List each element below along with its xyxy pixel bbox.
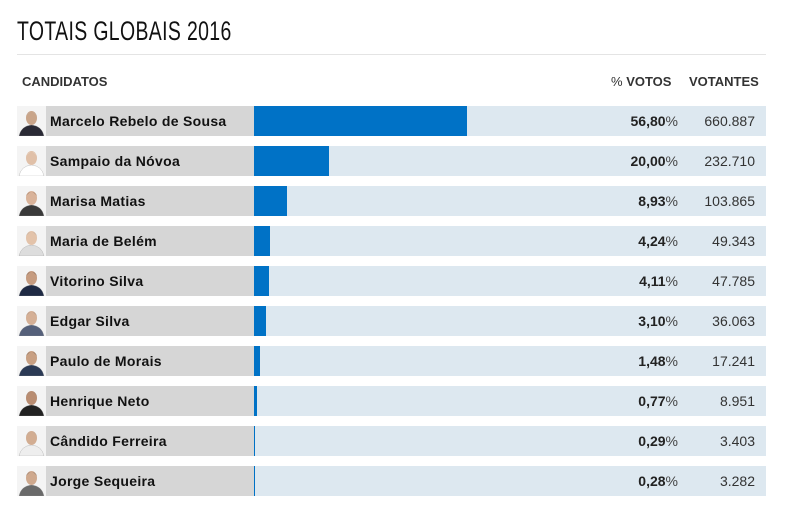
table-row: Maria de Belém 4,24% 49.343 <box>17 226 766 256</box>
voter-count: 8.951 <box>719 393 755 409</box>
vote-percent-unit: % <box>665 353 678 369</box>
vote-percent-value: 1,48 <box>638 353 666 369</box>
candidate-name: Jorge Sequeira <box>46 466 254 496</box>
divider <box>17 54 766 55</box>
table-row: Marcelo Rebelo de Sousa 56,80% 660.887 <box>17 106 766 136</box>
vote-bar <box>254 466 256 496</box>
header-votes-label: VOTOS <box>626 74 672 89</box>
vote-percent: 3,10% <box>638 306 678 336</box>
candidate-photo <box>17 386 46 416</box>
voter-count: 17.241 <box>712 353 755 369</box>
vote-percent: 1,48% <box>638 346 678 376</box>
table-row: Sampaio da Nóvoa 20,00% 232.710 <box>17 146 766 176</box>
voter-count: 49.343 <box>712 233 755 249</box>
voter-count: 36.063 <box>712 313 755 329</box>
vote-percent-value: 4,11 <box>639 273 666 289</box>
candidate-name: Edgar Silva <box>46 306 254 336</box>
vote-percent-unit: % <box>665 233 678 249</box>
header-candidates: CANDIDATOS <box>22 74 108 89</box>
voter-count: 660.887 <box>704 113 755 129</box>
voter-count: 232.710 <box>704 153 755 169</box>
vote-percent-unit: % <box>665 193 678 209</box>
vote-bar <box>254 146 329 176</box>
vote-percent-value: 0,28 <box>638 473 666 489</box>
table-row: Vitorino Silva 4,11% 47.785 <box>17 266 766 296</box>
candidate-name: Sampaio da Nóvoa <box>46 146 254 176</box>
vote-percent-unit: % <box>665 313 678 329</box>
page-title: TOTAIS GLOBAIS 2016 <box>17 16 232 46</box>
vote-bar <box>254 266 270 296</box>
vote-percent-unit: % <box>665 473 678 489</box>
header-votes-pct: % VOTOS <box>611 74 671 89</box>
candidate-photo <box>17 466 46 496</box>
voter-count: 3.282 <box>719 473 755 489</box>
candidate-photo <box>17 186 46 216</box>
vote-percent-value: 8,93 <box>638 193 666 209</box>
table-row: Henrique Neto 0,77% 8.951 <box>17 386 766 416</box>
table-row: Cândido Ferreira 0,29% 3.403 <box>17 426 766 456</box>
vote-bar <box>254 346 260 376</box>
candidate-name: Vitorino Silva <box>46 266 254 296</box>
table-row: Jorge Sequeira 0,28% 3.282 <box>17 466 766 496</box>
table-row: Paulo de Morais 1,48% 17.241 <box>17 346 766 376</box>
vote-percent: 0,29% <box>638 426 678 456</box>
vote-percent-value: 4,24 <box>638 233 666 249</box>
candidate-photo <box>17 346 46 376</box>
table-row: Marisa Matias 8,93% 103.865 <box>17 186 766 216</box>
candidate-photo <box>17 266 46 296</box>
voter-count: 47.785 <box>712 273 755 289</box>
vote-percent: 56,80% <box>631 106 679 136</box>
vote-percent-unit: % <box>665 153 678 169</box>
vote-percent-value: 56,80 <box>630 113 666 129</box>
vote-bar <box>254 306 266 336</box>
candidate-name: Henrique Neto <box>46 386 254 416</box>
vote-percent-value: 20,00 <box>630 153 666 169</box>
voter-count: 103.865 <box>704 193 755 209</box>
candidate-photo <box>17 306 46 336</box>
vote-percent-unit: % <box>665 273 678 289</box>
vote-percent: 20,00% <box>631 146 679 176</box>
vote-bar <box>254 226 270 256</box>
candidate-name: Paulo de Morais <box>46 346 254 376</box>
vote-percent: 0,77% <box>638 386 678 416</box>
candidate-photo <box>17 106 46 136</box>
vote-percent-value: 0,77 <box>638 393 666 409</box>
results-table: Marcelo Rebelo de Sousa 56,80% 660.887 S… <box>17 106 766 506</box>
vote-bar <box>254 386 257 416</box>
vote-percent: 4,11% <box>639 266 678 296</box>
candidate-photo <box>17 426 46 456</box>
candidate-photo <box>17 146 46 176</box>
candidate-photo <box>17 226 46 256</box>
vote-percent: 8,93% <box>638 186 678 216</box>
vote-percent-unit: % <box>665 433 678 449</box>
pct-symbol: % <box>611 74 623 89</box>
table-row: Edgar Silva 3,10% 36.063 <box>17 306 766 336</box>
voter-count: 3.403 <box>719 433 755 449</box>
candidate-name: Cândido Ferreira <box>46 426 254 456</box>
header-voters: VOTANTES <box>689 74 759 89</box>
candidate-name: Maria de Belém <box>46 226 254 256</box>
vote-percent-value: 3,10 <box>638 313 666 329</box>
vote-percent-unit: % <box>665 113 678 129</box>
vote-percent-value: 0,29 <box>638 433 666 449</box>
vote-bar <box>254 106 467 136</box>
vote-percent-unit: % <box>665 393 678 409</box>
candidate-name: Marisa Matias <box>46 186 254 216</box>
vote-percent: 0,28% <box>638 466 678 496</box>
vote-bar <box>254 186 288 216</box>
vote-percent: 4,24% <box>638 226 678 256</box>
vote-bar <box>254 426 256 456</box>
candidate-name: Marcelo Rebelo de Sousa <box>46 106 254 136</box>
